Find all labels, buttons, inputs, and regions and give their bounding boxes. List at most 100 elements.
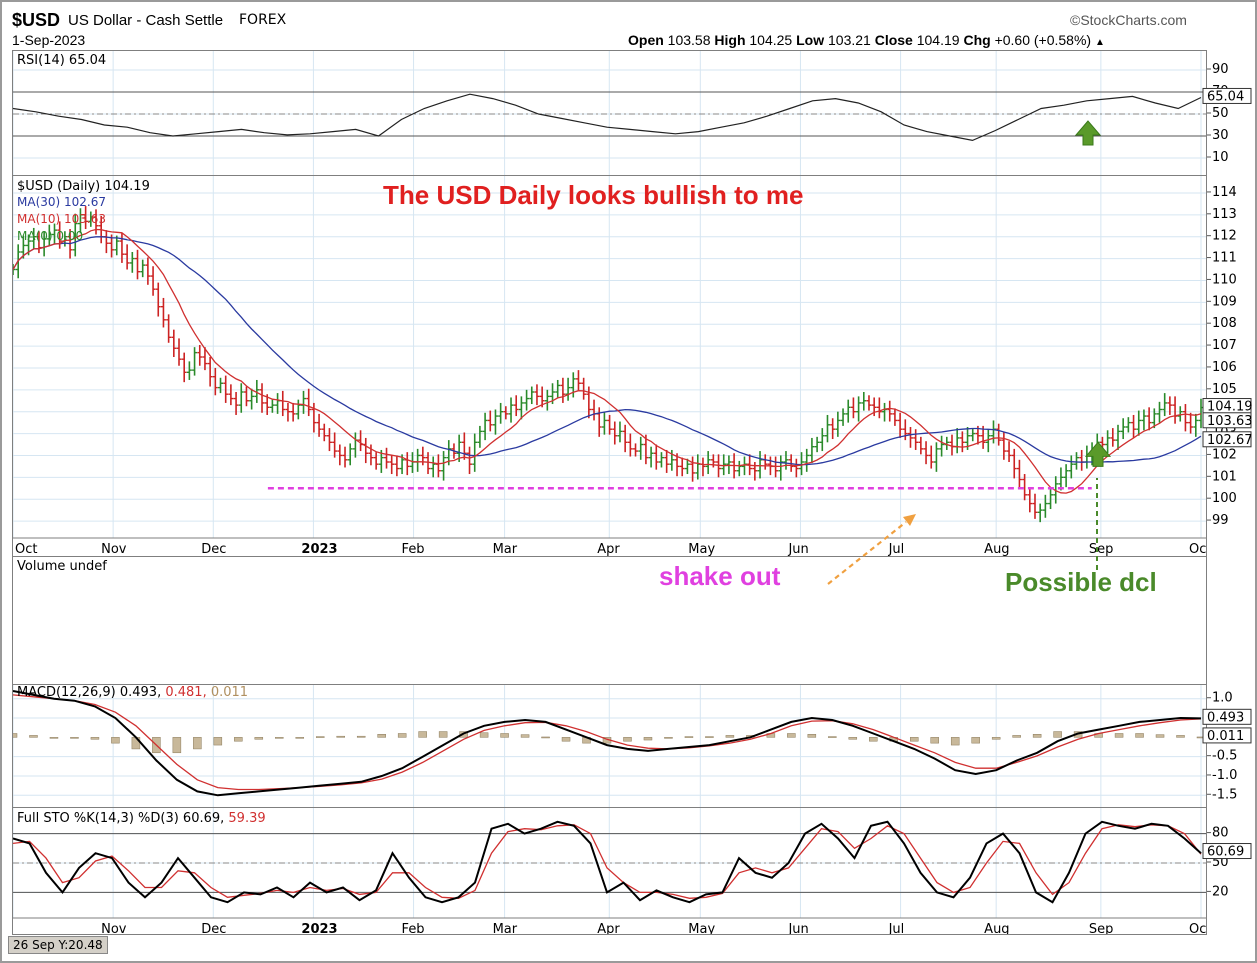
macd-histogram-bar (193, 737, 202, 750)
ohlc-bar (954, 428, 960, 454)
ohlc-bar (607, 414, 613, 435)
macd-0-value-box-bg (1202, 708, 1252, 725)
legend-ma0: MA(0) 0.00 (17, 229, 84, 243)
x-tick-label: Nov (101, 542, 127, 557)
macd-histogram-bar (172, 737, 182, 754)
ohlc-bar (373, 452, 379, 470)
ohlc-bar (622, 424, 628, 453)
ohlc-bar (1022, 474, 1028, 501)
ohlc-bar (197, 344, 203, 366)
ohlc-bar (555, 379, 561, 398)
macd-histogram-bar (848, 737, 858, 740)
price-2-value-box-bg (1202, 431, 1252, 448)
low-value: 103.21 (828, 32, 871, 48)
ohlc-bar (363, 437, 369, 464)
ohlc-bar (544, 389, 550, 411)
ohlc-bar (46, 224, 52, 246)
ohlc-bar (933, 442, 939, 472)
ohlc-bar (1006, 441, 1012, 462)
ohlc-bar (145, 257, 151, 285)
price-plot: Oct Nov Dec 2023 Feb Mar Apr May Jun Jul Aug Sep Oct (13, 176, 1206, 557)
rsi-value-box-bg (1202, 87, 1252, 104)
ohlc-bar (186, 361, 192, 380)
ohlc-bar (1188, 412, 1194, 434)
macd-histogram-bar (520, 734, 530, 738)
stochastic-title: Full STO %K(14,3) %D(3) 60.69, 59.39 (17, 811, 266, 826)
ohlc-bar (472, 433, 478, 472)
ohlc-bar (1115, 424, 1121, 450)
ohlc-bar (223, 375, 229, 403)
chart-date: 1-Sep-2023 (12, 32, 86, 48)
legend-ma10: MA(10) 103.63 (17, 212, 106, 226)
sto-tick-label: 50 (1212, 855, 1229, 870)
x-tick-label: 2023 (301, 542, 337, 557)
price-title: $USD (Daily) 104.19 (17, 179, 150, 194)
sto-x-tick-label: Oct (1189, 922, 1207, 935)
ohlc-bar (633, 443, 639, 457)
sto-x-tick-label: Feb (402, 922, 425, 935)
macd-histogram-bar (643, 737, 653, 741)
price-tick-label: 102 (1212, 447, 1237, 462)
ohlc-bar (887, 400, 893, 422)
close-value: 104.19 (916, 32, 960, 48)
ohlc-bar (103, 230, 109, 254)
ohlc-bar (741, 456, 747, 476)
rsi-tick-label: 90 (1212, 62, 1229, 77)
ohlc-bar (866, 395, 872, 411)
macd-line (13, 690, 1202, 797)
ohlc-bar (77, 208, 83, 234)
ohlc-bar (1037, 503, 1043, 523)
ohlc-bar (181, 352, 187, 383)
ohlc-bar (93, 209, 99, 235)
sto-0-value-box-bg (1202, 843, 1252, 860)
ohlc-bar (352, 432, 358, 458)
ohlc-bar (160, 297, 166, 328)
ohlc-bar (124, 244, 130, 270)
legend-ma30: MA(30) 102.67 (17, 195, 106, 209)
ohlc-bar (835, 411, 841, 437)
macd-0-value-text: 0.493 (1207, 710, 1244, 725)
ohlc-bar (518, 396, 524, 420)
sto-tick-label: 80 (1212, 826, 1229, 841)
ohlc-bar (202, 347, 208, 371)
ohlc-bar (482, 412, 488, 441)
ohlc-bar (1167, 396, 1173, 415)
ohlc-bar (721, 454, 727, 476)
ohlc-bar (990, 420, 996, 444)
macd-histogram-bar (1155, 734, 1165, 738)
sto-0-value-box: 60.69 (1202, 843, 1252, 860)
scroll-up-icon[interactable]: ▲ (1094, 37, 1105, 48)
ohlc-bar (1032, 493, 1038, 519)
ohlc-bar (337, 444, 343, 466)
ohlc-bar (534, 384, 540, 406)
macd-title-2: 0.011 (206, 685, 249, 700)
ohlc-bar (1162, 393, 1168, 417)
ohlc-bar (913, 429, 919, 450)
stochastic-pane: Nov Dec 2023 Feb Mar Apr May Jun Jul Aug Sep Oct Fu… (12, 807, 1207, 935)
ohlc-bar (560, 377, 566, 403)
ohlc-bar (539, 386, 545, 408)
ohlc-bar (793, 458, 799, 478)
stochastic-plot: Nov Dec 2023 Feb Mar Apr May Jun Jul Aug Sep Oct (13, 808, 1207, 935)
ohlc-readout: Open 103.58 High 104.25 Low 103.21 Close… (628, 32, 1105, 48)
ohlc-bar (1110, 428, 1116, 447)
macd-1-value-box-bg (1202, 727, 1252, 744)
ohlc-bar (591, 399, 597, 421)
ohlc-bar (1001, 432, 1007, 460)
sto-title-1: 59.39 (224, 811, 266, 826)
ohlc-bar (508, 397, 514, 423)
macd-tick-label: -1.5 (1212, 787, 1237, 802)
price-2-value-text: 102.67 (1207, 433, 1253, 448)
ohlc-bar (1151, 408, 1157, 429)
ohlc-bar (1198, 398, 1204, 429)
price-tick-label: 114 (1212, 185, 1237, 200)
macd-plot (13, 685, 1206, 807)
ohlc-bar (830, 418, 836, 440)
ohlc-bar (783, 451, 789, 470)
ohlc-bar (570, 372, 576, 398)
ohlc-bar (778, 455, 784, 481)
price-tick-label: 105 (1212, 382, 1237, 397)
macd-tick-label: 0.5 (1212, 710, 1233, 725)
ohlc-bar (326, 428, 332, 452)
ohlc-bar (1027, 487, 1033, 513)
